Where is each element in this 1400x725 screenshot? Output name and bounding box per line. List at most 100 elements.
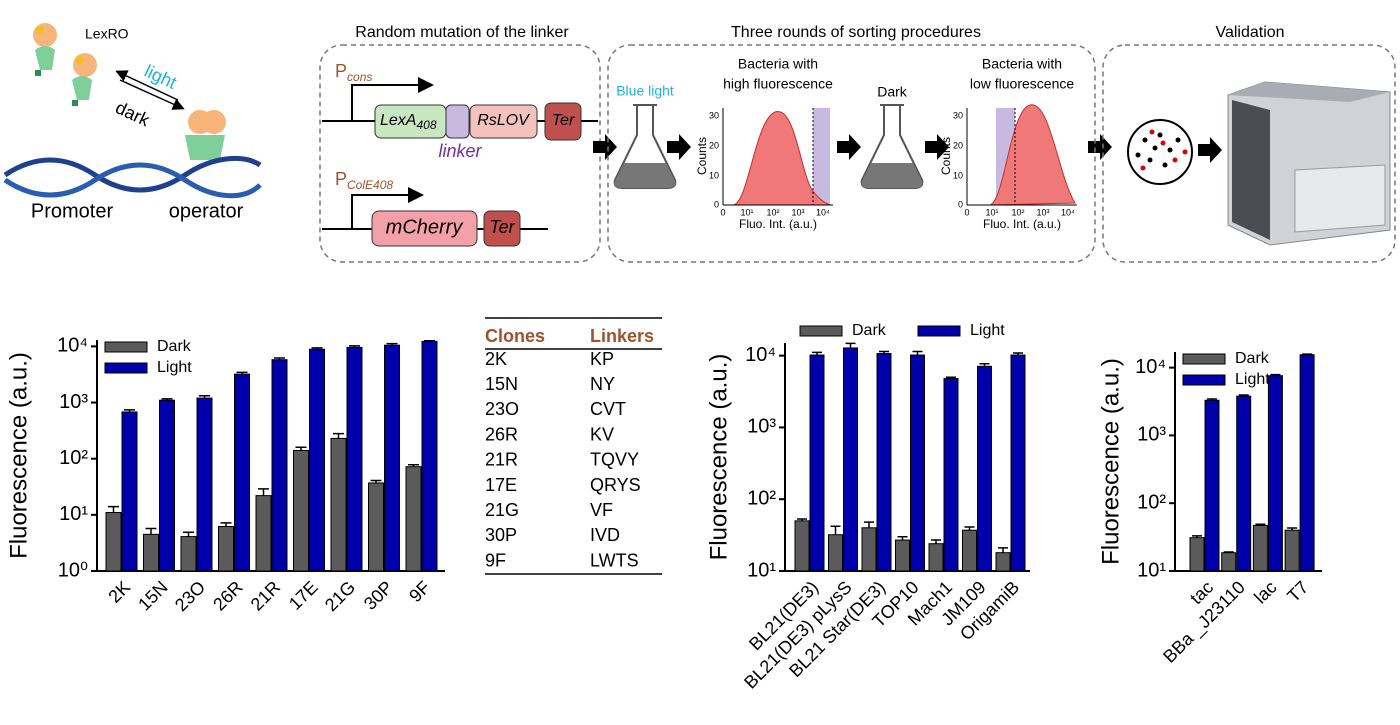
- bar: [995, 552, 1011, 572]
- bar: [809, 354, 825, 572]
- x-tick-label: 30P: [360, 577, 397, 614]
- bar: [876, 353, 892, 572]
- bar: [828, 534, 843, 572]
- error-bar: [845, 342, 856, 348]
- label: linker: [438, 141, 482, 161]
- bar: [121, 411, 138, 572]
- hist-xtick: 10²: [1011, 207, 1024, 217]
- table-cell: NY: [590, 374, 615, 394]
- table-cell: 2K: [485, 349, 507, 369]
- bar: [1189, 537, 1205, 572]
- legend-swatch: [104, 362, 148, 374]
- hist-y-label: Counts: [695, 137, 709, 175]
- hist-ytick: 0: [958, 199, 963, 209]
- y-tick-label: 10³: [1137, 424, 1166, 446]
- error-bar: [145, 527, 157, 535]
- error-bar: [946, 376, 956, 379]
- title: Validation: [1215, 24, 1284, 41]
- x-tick-label: 15N: [134, 577, 171, 614]
- error-bar: [1287, 527, 1298, 531]
- table-header: Clones: [485, 326, 545, 346]
- error-bar: [370, 479, 382, 483]
- error-bar: [274, 357, 285, 360]
- error-bar: [797, 518, 807, 521]
- error-bar: [1302, 353, 1313, 355]
- bar: [843, 347, 858, 572]
- error-bar: [333, 432, 344, 439]
- error-bar: [979, 363, 990, 367]
- y-axis-label: Fluorescence (a.u.): [1097, 358, 1124, 565]
- arrows: [593, 134, 1222, 163]
- label: LexA408: [380, 112, 437, 132]
- table-cell: TQVY: [590, 450, 639, 470]
- error-bar: [830, 525, 841, 535]
- table-cell: 17E: [485, 475, 517, 495]
- y-tick-label: 10⁴: [57, 335, 88, 357]
- bar: [234, 373, 250, 572]
- error-bar: [124, 409, 135, 412]
- hist-ytick: 20: [953, 140, 963, 150]
- error-bar: [998, 547, 1008, 553]
- bar: [368, 482, 384, 572]
- legend-swatch: [1182, 353, 1226, 365]
- bar: [405, 466, 422, 572]
- linker-table: Clones Linkers 2K KP 15N NY 23O CVT 26R KV 21R TQVY…: [485, 317, 662, 575]
- label: RsLOV: [477, 112, 530, 129]
- bar: [346, 346, 363, 572]
- bar: [1010, 354, 1026, 572]
- legend-swatch: [1182, 374, 1226, 386]
- label: mCherry: [386, 216, 464, 238]
- error-bar: [1207, 398, 1217, 401]
- y-axis-label: Fluorescence (a.u.): [5, 352, 32, 559]
- x-tick-label: 26R: [209, 577, 246, 614]
- bar: [928, 543, 944, 572]
- error-bar: [236, 371, 248, 375]
- error-bar: [1192, 535, 1202, 538]
- table-cell: LWTS: [590, 550, 639, 570]
- hist-y-label: Counts: [939, 137, 953, 175]
- hist-xtick: 0: [964, 207, 969, 217]
- error-bar: [1270, 373, 1281, 376]
- label: light: [141, 61, 179, 93]
- table-cell: 21R: [485, 450, 518, 470]
- bar: [794, 520, 810, 572]
- hist-ytick: 0: [714, 199, 719, 209]
- table-cell: 9F: [485, 550, 506, 570]
- error-bar: [1013, 352, 1023, 356]
- legend-label: Light: [157, 359, 192, 376]
- y-tick-label: 10⁰: [58, 559, 88, 581]
- table-cell: 26R: [485, 424, 518, 444]
- hist-xtick: 0: [720, 207, 725, 217]
- error-bar: [964, 526, 975, 531]
- label: Ter: [552, 112, 575, 129]
- hist-xtick: 10³: [791, 207, 804, 217]
- lexro-schematic: LexRO light dark Promoter operator: [3, 23, 262, 222]
- error-bar: [386, 342, 398, 346]
- table-cell: QRYS: [590, 475, 641, 495]
- y-tick-label: 10⁴: [1135, 356, 1166, 378]
- hist-ytick: 30: [953, 110, 963, 120]
- bar: [1236, 395, 1252, 572]
- y-tick-label: 10¹: [1137, 559, 1166, 581]
- legend-label: Dark: [852, 322, 887, 339]
- bar: [330, 437, 347, 572]
- y-tick-label: 10³: [747, 416, 776, 438]
- hist-xtick: 10¹: [985, 207, 998, 217]
- error-bar: [912, 350, 923, 356]
- bar: [105, 512, 122, 572]
- label: Pcons: [335, 61, 372, 84]
- bar: [255, 495, 272, 572]
- title: Random mutation of the linker: [355, 24, 569, 41]
- bar: [1221, 552, 1237, 572]
- bar: [895, 539, 910, 572]
- x-tick-label: 21R: [247, 577, 284, 614]
- hist-ytick: 10: [953, 170, 963, 180]
- error-bar: [311, 347, 323, 350]
- x-tick-label: 21G: [321, 577, 359, 615]
- bar: [1204, 399, 1220, 572]
- hist-xtick: 10⁴: [816, 207, 830, 217]
- label: Promoter: [31, 200, 114, 222]
- title: Three rounds of sorting procedures: [731, 24, 981, 41]
- table-cell: 23O: [485, 399, 519, 419]
